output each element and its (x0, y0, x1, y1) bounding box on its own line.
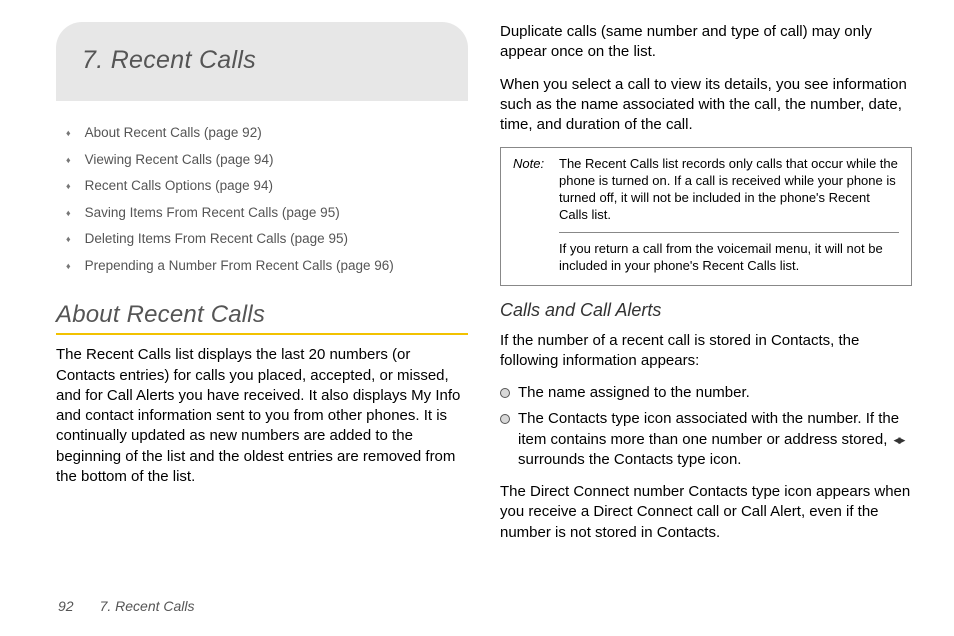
heading-rule (56, 333, 468, 335)
toc-item[interactable]: Recent Calls Options (page 94) (66, 176, 468, 196)
note-label: Note: (513, 156, 553, 224)
toc-text: Prepending a Number From Recent Calls (p… (85, 256, 394, 276)
body-paragraph: The Direct Connect number Contacts type … (500, 482, 912, 543)
footer-chapter: 7. Recent Calls (100, 598, 195, 614)
note-text: The Recent Calls list records only calls… (559, 156, 899, 224)
page-footer: 92 7. Recent Calls (58, 598, 195, 614)
body-paragraph: Duplicate calls (same number and type of… (500, 22, 912, 63)
chapter-title: 7. Recent Calls (82, 46, 446, 75)
note-box: Note: The Recent Calls list records only… (500, 147, 912, 285)
toc-text: Saving Items From Recent Calls (page 95) (85, 203, 340, 223)
body-paragraph: The Recent Calls list displays the last … (56, 345, 468, 487)
body-paragraph: If the number of a recent call is stored… (500, 331, 912, 372)
bullet-text: The name assigned to the number. (518, 383, 750, 403)
toc-item[interactable]: Saving Items From Recent Calls (page 95) (66, 203, 468, 223)
toc-text: About Recent Calls (page 92) (85, 123, 262, 143)
toc-item[interactable]: About Recent Calls (page 92) (66, 123, 468, 143)
arrows-icon: ◀▶ (894, 434, 904, 446)
section-heading-about: About Recent Calls (56, 301, 468, 329)
left-column: 7. Recent Calls About Recent Calls (page… (56, 22, 468, 555)
bullet-text-b: surrounds the Contacts type icon. (518, 451, 741, 468)
bullet-item: The Contacts type icon associated with t… (500, 409, 912, 470)
toc-item[interactable]: Deleting Items From Recent Calls (page 9… (66, 229, 468, 249)
bullet-item: The name assigned to the number. (500, 383, 912, 403)
toc-text: Recent Calls Options (page 94) (85, 176, 273, 196)
right-column: Duplicate calls (same number and type of… (500, 22, 912, 555)
toc-text: Viewing Recent Calls (page 94) (85, 150, 274, 170)
subsection-heading: Calls and Call Alerts (500, 300, 912, 321)
chapter-header-box: 7. Recent Calls (56, 22, 468, 101)
toc-item[interactable]: Prepending a Number From Recent Calls (p… (66, 256, 468, 276)
body-paragraph: When you select a call to view its detai… (500, 75, 912, 136)
bullet-list: The name assigned to the number. The Con… (500, 383, 912, 470)
note-divider (559, 232, 899, 233)
toc-item[interactable]: Viewing Recent Calls (page 94) (66, 150, 468, 170)
note-text: If you return a call from the voicemail … (559, 241, 899, 275)
table-of-contents: About Recent Calls (page 92) Viewing Rec… (66, 123, 468, 275)
page-number: 92 (58, 598, 74, 614)
toc-text: Deleting Items From Recent Calls (page 9… (85, 229, 348, 249)
bullet-text-a: The Contacts type icon associated with t… (518, 410, 899, 447)
